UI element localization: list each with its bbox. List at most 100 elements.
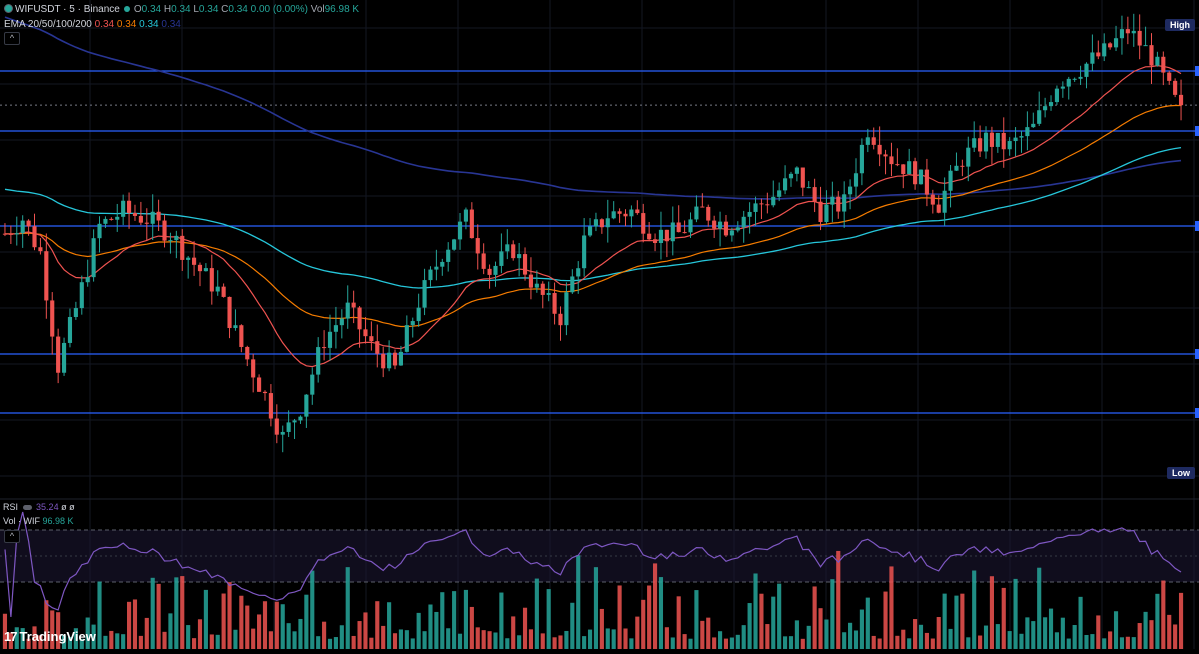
volume-bar	[481, 630, 486, 649]
candle-body	[280, 431, 285, 435]
volume-bar	[694, 590, 699, 649]
volume-bar	[162, 631, 167, 649]
volume-bar	[274, 601, 279, 649]
volume-bar	[812, 586, 817, 649]
volume-bar	[570, 602, 575, 649]
candle-body	[316, 347, 321, 375]
volume-bar	[712, 637, 717, 649]
volume-bar	[1149, 620, 1154, 649]
volume-bar	[859, 609, 864, 649]
volume-bar	[972, 570, 977, 649]
volume-bar	[209, 634, 214, 649]
candle-body	[924, 169, 929, 195]
vol-legend[interactable]: Vol · WIF 96.98 K	[3, 516, 74, 526]
volume-bar	[156, 583, 161, 649]
volume-bar	[1119, 637, 1125, 649]
symbol-icon	[4, 4, 13, 13]
volume-bar	[954, 595, 959, 649]
candle-body	[50, 300, 55, 337]
candle-body	[617, 211, 622, 214]
volume-bar	[883, 591, 888, 649]
volume-bar	[61, 635, 67, 649]
candle-body	[363, 329, 368, 337]
candle-body	[481, 253, 486, 269]
candle-body	[836, 196, 841, 212]
collapse-pane-button[interactable]: ^	[4, 530, 20, 543]
candle-body	[298, 416, 303, 421]
tradingview-logo[interactable]: 17 TradingView	[4, 629, 96, 644]
candle-body	[1078, 76, 1083, 79]
candle-body	[954, 165, 959, 171]
volume-bar	[2, 613, 8, 649]
candle-body	[505, 244, 510, 252]
candle-body	[1054, 88, 1060, 103]
candle-body	[948, 170, 953, 191]
candle-body	[788, 173, 794, 179]
candle-body	[132, 213, 138, 216]
volume-bar	[670, 637, 675, 649]
volume-bar	[942, 593, 947, 649]
volume-bar	[422, 631, 427, 649]
volume-bar	[32, 626, 37, 649]
candle-body	[517, 254, 522, 259]
candle-body	[239, 325, 244, 347]
candle-body	[463, 209, 469, 222]
volume-bar	[534, 578, 539, 649]
volume-bar	[617, 585, 622, 649]
volume-bar	[126, 601, 132, 649]
candle-body	[434, 266, 439, 270]
volume-bar	[794, 620, 799, 649]
candle-body	[534, 283, 539, 288]
volume-bar	[717, 631, 723, 649]
volume-bar	[44, 600, 49, 649]
volume-bar	[983, 625, 989, 649]
volume-bar	[446, 628, 451, 649]
candle-body	[1155, 56, 1160, 66]
candle-body	[1149, 45, 1154, 66]
candle-body	[268, 393, 273, 419]
volume-bar	[735, 634, 740, 649]
candle-body	[351, 302, 356, 308]
candle-body	[446, 249, 451, 262]
candle-body	[410, 321, 415, 326]
candle-body	[493, 265, 498, 275]
volume-bar	[741, 625, 746, 649]
candle-body	[345, 302, 350, 319]
candle-body	[304, 394, 309, 417]
level-handle	[1195, 408, 1199, 418]
high-tag: High	[1165, 19, 1195, 31]
candle-body	[245, 346, 250, 360]
candle-body	[1007, 141, 1012, 150]
volume-bar	[830, 579, 835, 649]
volume-bar	[635, 616, 640, 649]
candle-body	[197, 264, 203, 272]
ema-legend[interactable]: EMA 20/50/100/200 0.34 0.34 0.34 0.34	[4, 19, 181, 31]
volume-bar	[664, 627, 669, 649]
ohlc-open-value: 0.34	[141, 4, 162, 15]
collapse-legend-button[interactable]: ^	[4, 32, 20, 45]
candle-body	[540, 283, 545, 295]
candle-body	[895, 164, 900, 166]
candle-body	[1119, 29, 1125, 39]
volume-bar	[14, 627, 19, 649]
candle-body	[983, 132, 989, 152]
candle-body	[38, 247, 43, 252]
candle-body	[1072, 78, 1077, 80]
candle-body	[221, 286, 226, 297]
rsi-legend[interactable]: RSI 35.24 ø ø	[3, 502, 75, 512]
volume-bar	[865, 597, 870, 649]
volume-bar	[688, 638, 693, 649]
rsi-settings-icon[interactable]	[22, 505, 32, 510]
volume-bar	[995, 624, 1000, 649]
candle-body	[629, 209, 634, 217]
volume-bar	[1078, 596, 1083, 649]
volume-bar	[966, 637, 971, 649]
volume-bar	[558, 635, 563, 649]
volume-bar	[901, 629, 906, 649]
volume-bar	[168, 613, 173, 649]
symbol-title[interactable]: WIFUSDT · 5 · Binance	[15, 4, 120, 15]
volume-bar	[1031, 621, 1036, 649]
volume-bar	[452, 591, 457, 649]
